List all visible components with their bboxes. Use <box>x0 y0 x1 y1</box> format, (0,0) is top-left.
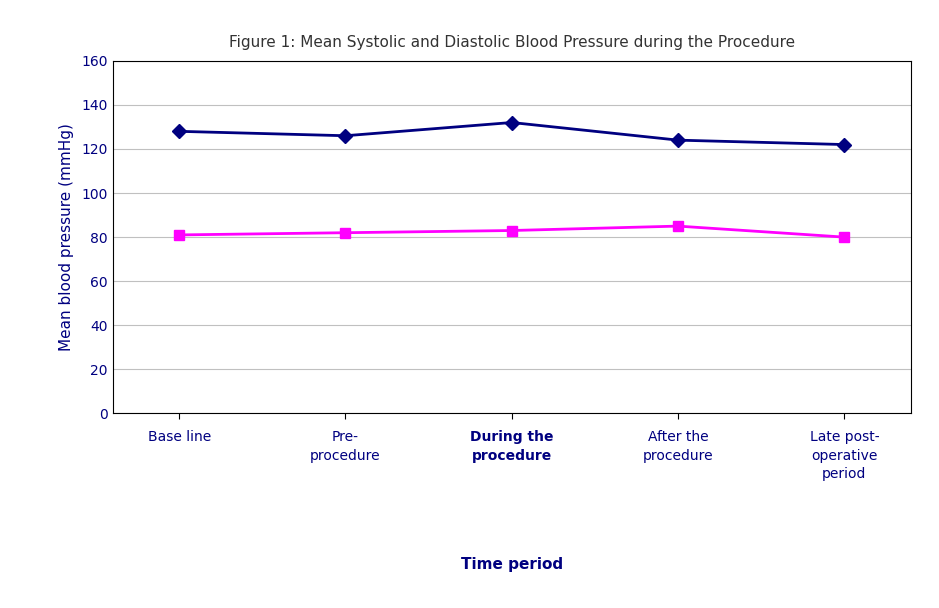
Title: Figure 1: Mean Systolic and Diastolic Blood Pressure during the Procedure: Figure 1: Mean Systolic and Diastolic Bl… <box>229 35 794 50</box>
X-axis label: Time period: Time period <box>461 558 562 572</box>
Y-axis label: Mean blood pressure (mmHg): Mean blood pressure (mmHg) <box>59 123 74 351</box>
